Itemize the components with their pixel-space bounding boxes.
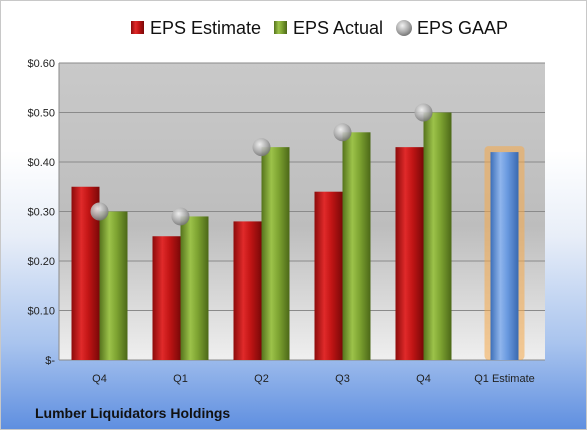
y-tick-label: $0.10 [27,306,55,318]
x-tick-label: Q2 [254,373,269,385]
bar-eps-estimate-next [490,152,519,360]
legend: EPS Estimate EPS Actual EPS GAAP [131,18,508,38]
legend-label-actual: EPS Actual [293,18,383,38]
legend-label-estimate: EPS Estimate [150,18,261,38]
x-axis: Q4 Q1 Q2 Q3 Q4 Q1 Estimate [92,373,535,385]
x-tick-label: Q1 Estimate [474,373,535,385]
y-tick-label: $0.60 [27,58,55,70]
bar-eps-estimate [395,147,424,360]
bars [71,112,525,360]
legend-label-gaap: EPS GAAP [417,18,508,38]
marker-eps-gaap [414,103,433,122]
bar-eps-actual [342,132,371,360]
company-name: Lumber Liquidators Holdings [35,405,230,421]
legend-swatch-gaap [396,20,412,36]
grid-lines [58,62,545,361]
bar-eps-actual [261,147,290,360]
x-tick-label: Q3 [335,373,350,385]
marker-eps-gaap [171,207,190,226]
marker-eps-gaap [333,123,352,142]
bar-eps-actual [423,112,452,360]
y-tick-label: $0.40 [27,157,55,169]
legend-swatch-estimate [131,21,144,34]
bar-eps-estimate [314,191,343,360]
y-tick-label: $- [45,355,55,367]
x-tick-label: Q1 [173,373,188,385]
gaap-markers [90,103,433,226]
x-tick-label: Q4 [92,373,107,385]
bar-eps-actual [99,211,128,360]
legend-swatch-actual [274,21,287,34]
bar-eps-estimate [233,221,262,360]
x-tick-label: Q4 [416,373,431,385]
bar-eps-estimate [152,236,181,360]
y-tick-label: $0.50 [27,108,55,120]
marker-eps-gaap [252,138,271,157]
bar-eps-actual [180,216,209,360]
y-tick-label: $0.30 [27,207,55,219]
y-tick-label: $0.20 [27,256,55,268]
y-axis: $- $0.10 $0.20 $0.30 $0.40 $0.50 $0.60 [27,58,55,367]
marker-eps-gaap [90,202,109,221]
